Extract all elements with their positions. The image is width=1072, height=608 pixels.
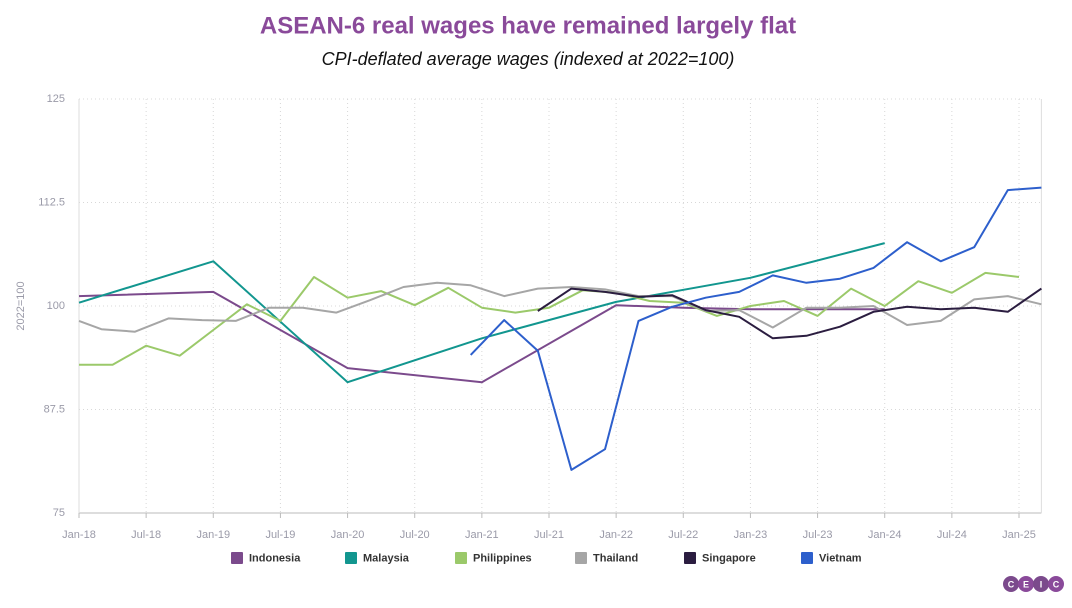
legend-item: Philippines bbox=[455, 552, 532, 564]
y-tick-label: 125 bbox=[47, 93, 65, 105]
x-tick-label: Jul-19 bbox=[265, 529, 295, 541]
logo-dot bbox=[1003, 576, 1019, 592]
series-line bbox=[537, 287, 1042, 340]
legend-swatch bbox=[455, 552, 467, 564]
x-tick-label: Jan-20 bbox=[331, 529, 365, 541]
legend-swatch bbox=[575, 552, 587, 564]
series-line bbox=[78, 242, 885, 384]
x-tick-label: Jul-23 bbox=[803, 529, 833, 541]
y-tick-label: 100 bbox=[47, 300, 65, 312]
legend-item: Malaysia bbox=[345, 552, 410, 564]
x-tick-label: Jan-19 bbox=[196, 529, 230, 541]
y-tick-label: 112.5 bbox=[38, 196, 65, 208]
legend-swatch bbox=[684, 552, 696, 564]
legend-label: Malaysia bbox=[363, 552, 410, 564]
x-tick-label: Jul-22 bbox=[668, 529, 698, 541]
legend-label: Philippines bbox=[473, 552, 532, 564]
y-tick-label: 87.5 bbox=[44, 403, 65, 415]
logo-dot bbox=[1018, 576, 1034, 592]
legend-label: Singapore bbox=[702, 552, 756, 564]
logo-dot bbox=[1033, 576, 1049, 592]
chart-title: ASEAN-6 real wages have remained largely… bbox=[260, 12, 796, 39]
y-tick-label: 75 bbox=[53, 507, 65, 519]
x-tick-label: Jan-22 bbox=[599, 529, 633, 541]
legend-label: Indonesia bbox=[249, 552, 301, 564]
logo-letter: I bbox=[1040, 579, 1043, 589]
series-line bbox=[78, 281, 1042, 333]
series-line bbox=[79, 271, 1020, 366]
legend-swatch bbox=[345, 552, 357, 564]
legend-swatch bbox=[231, 552, 243, 564]
legend-item: Indonesia bbox=[231, 552, 301, 564]
x-tick-label: Jul-21 bbox=[534, 529, 564, 541]
legend-item: Vietnam bbox=[801, 552, 862, 564]
x-tick-label: Jan-21 bbox=[465, 529, 499, 541]
legend-item: Thailand bbox=[575, 552, 638, 564]
series-line bbox=[469, 186, 1042, 471]
logo-letter: E bbox=[1023, 579, 1029, 589]
legend-item: Singapore bbox=[684, 552, 756, 564]
x-tick-label: Jan-25 bbox=[1002, 529, 1036, 541]
legend-swatch bbox=[801, 552, 813, 564]
x-tick-label: Jan-23 bbox=[734, 529, 768, 541]
x-tick-label: Jan-18 bbox=[62, 529, 96, 541]
x-tick-label: Jul-18 bbox=[131, 529, 161, 541]
series-line bbox=[78, 290, 885, 384]
logo-letter: C bbox=[1008, 579, 1015, 589]
x-tick-label: Jul-24 bbox=[937, 529, 967, 541]
legend-label: Vietnam bbox=[819, 552, 862, 564]
y-axis-label: 2022=100 bbox=[15, 281, 27, 330]
legend-label: Thailand bbox=[593, 552, 638, 564]
x-tick-label: Jan-24 bbox=[868, 529, 902, 541]
chart-subtitle: CPI-deflated average wages (indexed at 2… bbox=[322, 49, 735, 69]
logo-letter: C bbox=[1053, 579, 1060, 589]
logo-dot bbox=[1048, 576, 1064, 592]
x-tick-label: Jul-20 bbox=[400, 529, 430, 541]
